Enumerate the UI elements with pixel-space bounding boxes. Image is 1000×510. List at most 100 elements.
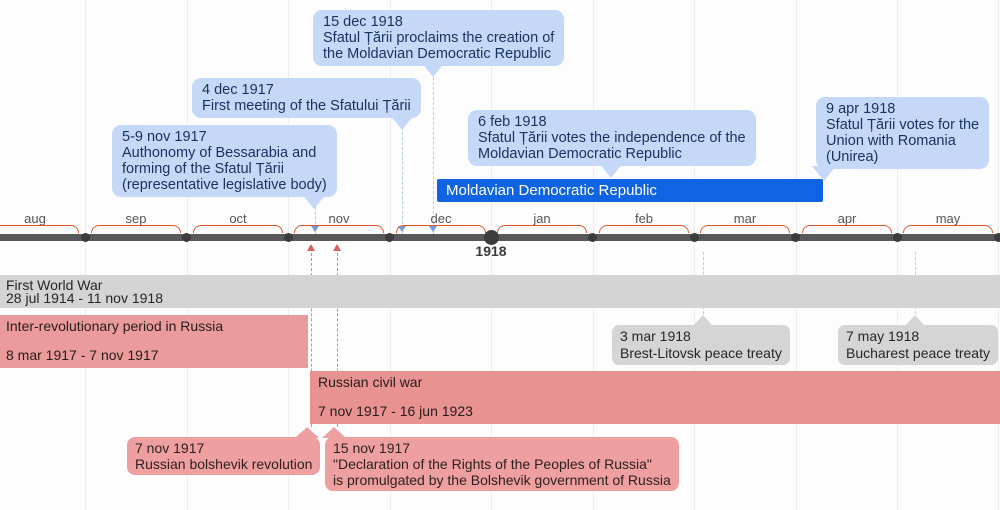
event-connector-line (433, 72, 434, 234)
month-boundary-dot (690, 233, 699, 242)
month-label: may (935, 211, 961, 226)
event-text: the Moldavian Democratic Republic (323, 46, 552, 62)
month-bracket (599, 225, 689, 233)
event-date: 7 may 1918 (846, 328, 920, 344)
month-gridline (85, 0, 86, 510)
year-label: 1918 (475, 243, 507, 259)
event-callout-bucharest[interactable]: 7 may 1918 Bucharest peace treaty (838, 325, 998, 365)
event-connector-line (337, 253, 338, 427)
period-bar-russian-civil-war[interactable]: Russian civil war 7 nov 1917 - 16 jun 19… (310, 371, 1000, 424)
callout-tail (322, 427, 346, 438)
event-callout-union[interactable]: 9 apr 1918 Sfatul Țării votes for the Un… (816, 97, 990, 169)
event-date: 9 apr 1918 (826, 101, 896, 117)
callout-tail (390, 115, 414, 130)
event-date: 3 mar 1918 (620, 328, 691, 344)
month-label: apr (837, 211, 857, 226)
month-bracket (91, 225, 181, 233)
month-gridline (998, 0, 999, 510)
event-text: Russian bolshevik revolution (135, 456, 313, 472)
month-label: oct (229, 211, 247, 226)
month-boundary-dot (893, 233, 902, 242)
month-bracket (193, 225, 283, 233)
month-gridline (491, 0, 492, 510)
event-callout-autonomy[interactable]: 5-9 nov 1917 Authonomy of Bessarabia and… (112, 125, 337, 197)
month-bracket (396, 225, 486, 233)
month-bracket (700, 225, 790, 233)
event-callout-declaration[interactable]: 15 nov 1917 "Declaration of the Rights o… (325, 437, 679, 491)
year-boundary-dot (484, 230, 499, 245)
event-text: Union with Romania (826, 133, 956, 149)
callout-tail (693, 315, 713, 326)
event-date: 6 feb 1918 (478, 114, 547, 130)
period-dates: 8 mar 1917 - 7 nov 1917 (6, 347, 159, 363)
month-label: feb (634, 211, 654, 226)
month-bracket (802, 225, 892, 233)
period-bar-inter-revolutionary[interactable]: Inter-revolutionary period in Russia 8 m… (0, 315, 308, 368)
event-date: 15 nov 1917 (333, 440, 411, 456)
event-text: Moldavian Democratic Republic (478, 146, 682, 162)
month-label: mar (733, 211, 757, 226)
event-text: (Unirea) (826, 149, 879, 165)
event-text: Sfatul Țării proclaims the creation of (323, 30, 555, 46)
callout-tail (599, 163, 623, 178)
month-gridline (288, 0, 289, 510)
month-label: jan (533, 211, 551, 226)
event-text: "Declaration of the Rights of the People… (333, 456, 652, 472)
month-label: sep (125, 211, 147, 226)
month-boundary-dot (588, 233, 597, 242)
period-bar-label: Moldavian Democratic Republic (446, 182, 657, 199)
event-callout-first-meeting[interactable]: 4 dec 1917 First meeting of the Sfatului… (192, 78, 421, 118)
month-bracket (294, 225, 384, 233)
event-marker-arrow-icon (429, 226, 437, 232)
period-bar-first-world-war[interactable]: First World War 28 jul 1914 - 11 nov 191… (0, 275, 1000, 308)
period-dates: 28 jul 1914 - 11 nov 1918 (6, 290, 163, 306)
event-text: Sfatul Țării votes for the (826, 117, 980, 133)
month-label: dec (430, 211, 452, 226)
event-callout-brest-litovsk[interactable]: 3 mar 1918 Brest-Litovsk peace treaty (612, 325, 790, 365)
event-connector-line (315, 197, 316, 234)
callout-tail (812, 166, 836, 181)
event-marker-arrow-icon (307, 244, 315, 251)
event-marker-arrow-icon (333, 244, 341, 251)
event-callout-independence[interactable]: 6 feb 1918 Sfatul Țării votes the indepe… (468, 110, 756, 166)
event-connector-line (311, 253, 312, 427)
event-date: 7 nov 1917 (135, 440, 205, 456)
event-callout-proclamation[interactable]: 15 dec 1918 Sfatul Țării proclaims the c… (313, 10, 565, 66)
month-gridline (897, 0, 898, 510)
timeline-axis[interactable] (0, 234, 1000, 241)
event-text: Bucharest peace treaty (846, 345, 990, 361)
period-title: Inter-revolutionary period in Russia (6, 318, 224, 334)
event-date: 5-9 nov 1917 (122, 129, 207, 145)
event-text: forming of the Sfatul Țării (122, 161, 284, 177)
month-boundary-dot (182, 233, 191, 242)
event-text: First meeting of the Sfatului Țării (202, 98, 411, 114)
callout-tail (905, 315, 925, 326)
callout-tail (421, 62, 445, 77)
month-gridline (187, 0, 188, 510)
month-boundary-dot (284, 233, 293, 242)
event-callout-bolshevik-revolution[interactable]: 7 nov 1917 Russian bolshevik revolution (127, 437, 321, 475)
event-text: (representative legislative body) (122, 177, 327, 193)
month-boundary-dot (81, 233, 90, 242)
event-text: is promulgated by the Bolshevik governme… (333, 472, 671, 488)
event-date: 4 dec 1917 (202, 82, 274, 98)
event-date: 15 dec 1918 (323, 14, 403, 30)
event-text: Brest-Litovsk peace treaty (620, 345, 782, 361)
month-label: aug (24, 211, 46, 226)
event-text: Sfatul Țării votes the independence of t… (478, 130, 746, 146)
period-dates: 7 nov 1917 - 16 jun 1923 (318, 403, 473, 419)
month-gridline (796, 0, 797, 510)
month-gridline (390, 0, 391, 510)
callout-tail (302, 194, 326, 209)
month-bracket (0, 225, 79, 233)
month-boundary-dot (994, 233, 1000, 242)
month-boundary-dot (791, 233, 800, 242)
month-bracket (903, 225, 993, 233)
month-bracket (497, 225, 587, 233)
month-gridline (694, 0, 695, 510)
month-gridline (593, 0, 594, 510)
event-text: Authonomy of Bessarabia and (122, 145, 317, 161)
event-marker-arrow-icon (311, 226, 319, 232)
month-boundary-dot (385, 233, 394, 242)
period-bar-moldavian-democratic-republic[interactable]: Moldavian Democratic Republic (437, 179, 823, 202)
